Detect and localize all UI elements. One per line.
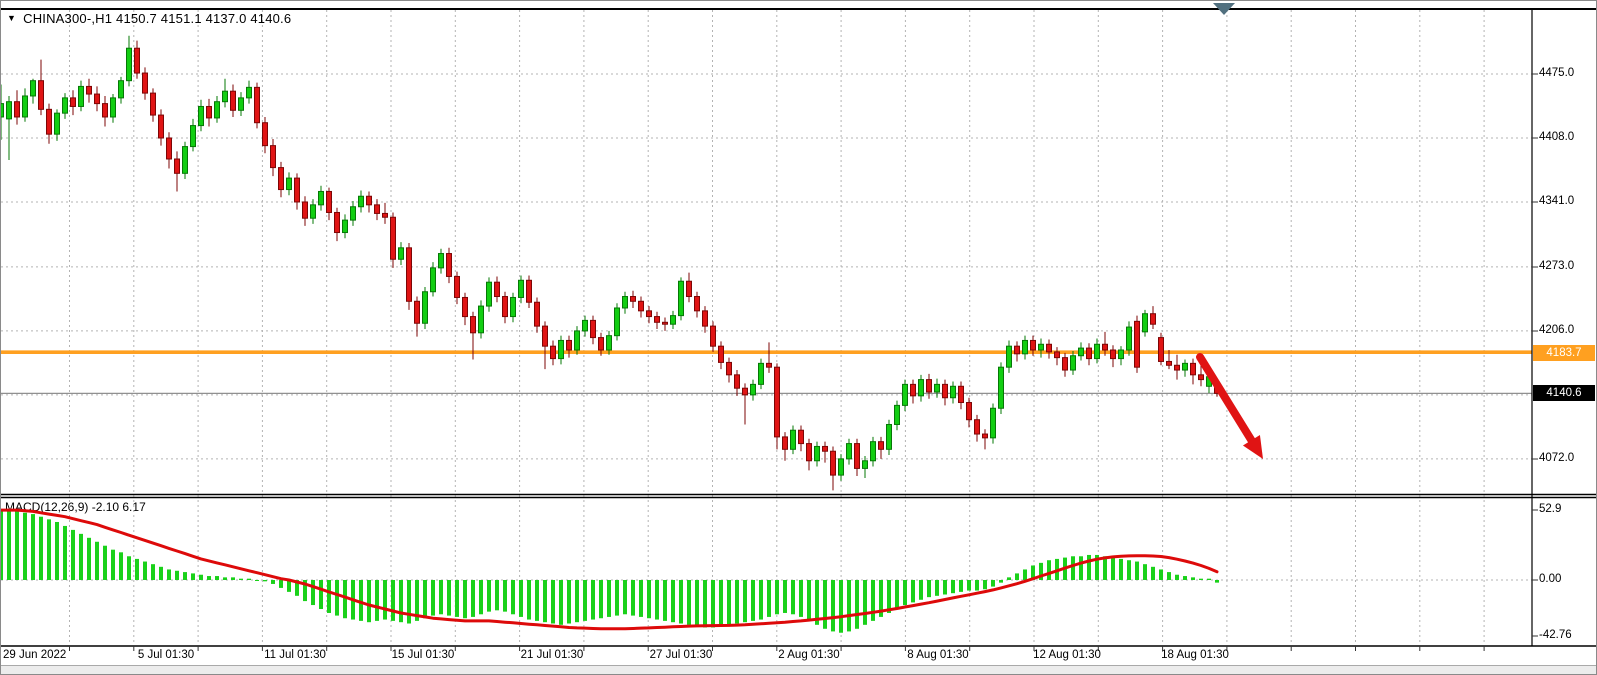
pane-borders-layer — [1, 8, 1596, 651]
price-axis-label: 4341.0 — [1539, 195, 1575, 207]
time-axis-label: 15 Jul 01:30 — [391, 649, 455, 661]
macd-axis-label: 0.00 — [1539, 573, 1562, 585]
time-axis-label: 27 Jul 01:30 — [649, 649, 713, 661]
time-axis-label: 2 Aug 01:30 — [778, 649, 840, 661]
time-axis-label: 5 Jul 01:30 — [137, 649, 195, 661]
macd-indicator-layer — [1, 508, 1219, 633]
macd-indicator-label: MACD(12,26,9) -2.10 6.17 — [5, 500, 146, 514]
current-price-badge: 4140.6 — [1533, 385, 1595, 401]
grid-layer — [1, 10, 1532, 645]
time-axis-label: 11 Jul 01:30 — [264, 649, 326, 661]
price-axis-label: 4475.0 — [1539, 67, 1575, 79]
symbol-ohlc-readout: CHINA300-,H1 4150.7 4151.1 4137.0 4140.6 — [23, 11, 292, 26]
price-axis-label: 4273.0 — [1539, 260, 1575, 272]
time-axis-label: 21 Jul 01:30 — [520, 649, 584, 661]
chart-title: ▼ CHINA300-,H1 4150.7 4151.1 4137.0 4140… — [7, 11, 291, 26]
horizontal-level-layer — [1, 350, 1532, 394]
candlestick-layer — [1, 35, 1220, 491]
price-axis-label: 4206.0 — [1539, 324, 1575, 336]
time-axis-label: 29 Jun 2022 — [3, 649, 67, 661]
time-axis-label: 12 Aug 01:30 — [1033, 649, 1101, 661]
time-axis-label: 18 Aug 01:30 — [1161, 649, 1229, 661]
time-axis-label: 8 Aug 01:30 — [907, 649, 969, 661]
price-axis-label: 4408.0 — [1539, 131, 1575, 143]
price-axis-label: 4072.0 — [1539, 452, 1575, 464]
symbol-dropdown-icon[interactable]: ▼ — [7, 13, 17, 23]
annotation-layer — [1196, 3, 1263, 459]
level-price-badge: 4183.7 — [1533, 345, 1595, 361]
macd-axis-label: 52.9 — [1539, 503, 1562, 515]
window-bottom-strip — [1, 665, 1596, 674]
macd-axis-label: -42.76 — [1539, 629, 1572, 641]
